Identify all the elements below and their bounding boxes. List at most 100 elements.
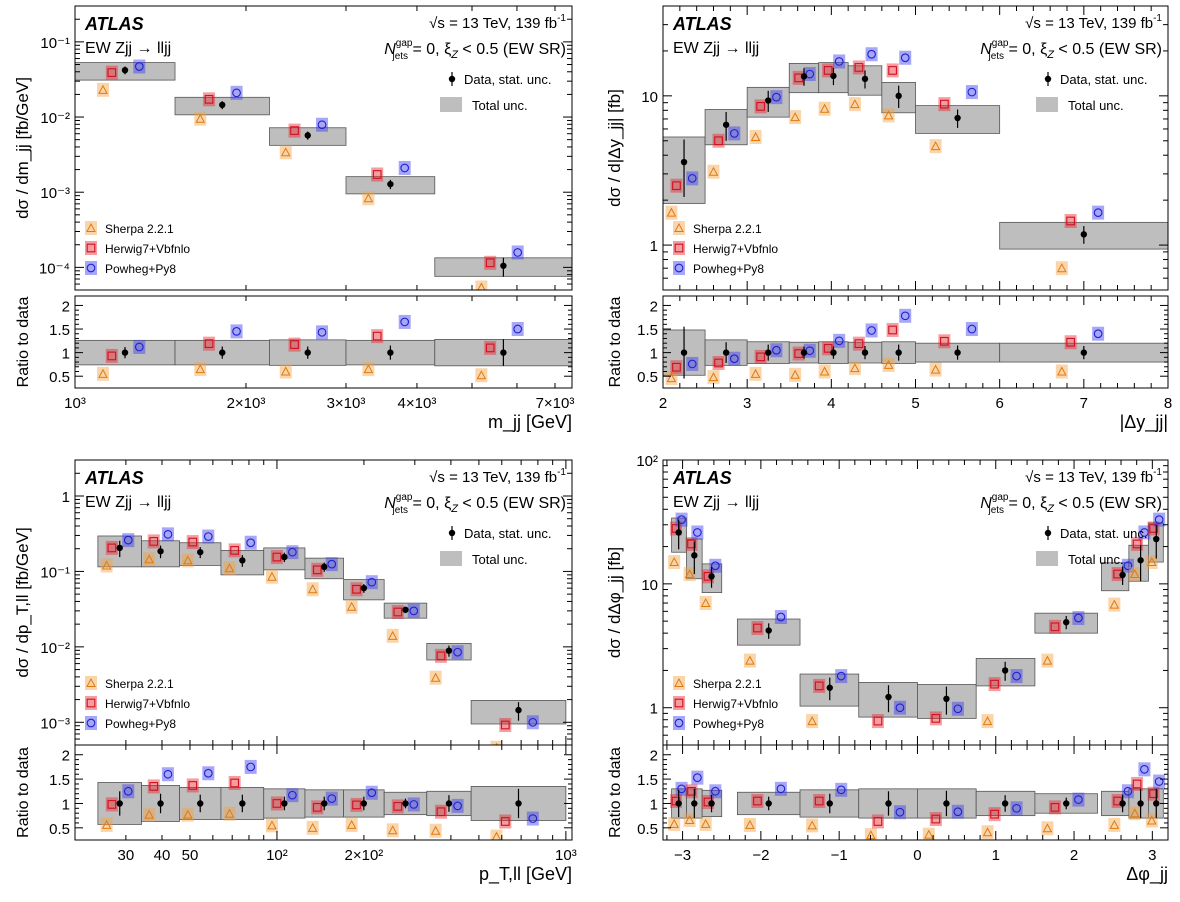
- y-tick-label: 10⁻²: [40, 640, 70, 657]
- y-tick-label: 10: [641, 89, 658, 106]
- sherpa-point: [362, 191, 375, 206]
- square-marker: [1149, 524, 1158, 533]
- triangle-marker: [700, 597, 711, 608]
- ratio-sherpa-point: [665, 371, 678, 386]
- square-marker: [204, 339, 214, 349]
- ratio-y-tick-label: 2: [650, 298, 658, 315]
- ratio-data-point: [722, 349, 730, 356]
- y-axis-main: 1 10 10²: [636, 453, 1168, 746]
- square-marker: [107, 543, 117, 553]
- ratio-data-point: [830, 349, 837, 356]
- powheg-band: [1138, 762, 1151, 777]
- triangle-marker: [387, 630, 398, 640]
- powheg-band: [1138, 525, 1151, 540]
- herwig-point: [988, 677, 1001, 692]
- square-marker: [230, 546, 239, 555]
- square-marker: [500, 817, 510, 826]
- ratio-powheg-point: [686, 356, 699, 371]
- square-marker: [1050, 803, 1060, 812]
- circle-marker: [367, 788, 377, 798]
- herwig-point: [434, 648, 447, 663]
- legend-data-marker: [448, 529, 456, 537]
- data-point: [675, 529, 682, 536]
- square-marker: [873, 716, 883, 726]
- powheg-band: [1092, 326, 1105, 341]
- ratio-powheg-point: [526, 811, 539, 826]
- square-marker: [1050, 622, 1060, 632]
- triangle-marker: [307, 584, 318, 594]
- sherpa-point: [1041, 653, 1054, 668]
- sherpa-point: [1128, 567, 1141, 582]
- square-marker: [107, 351, 117, 361]
- x-tick-label: 30: [118, 847, 135, 864]
- ratio-data-point: [691, 800, 698, 807]
- ratio-data-point: [515, 800, 522, 807]
- powheg-point: [893, 700, 906, 715]
- sherpa-point: [707, 164, 720, 179]
- legend-powheg-label: Powheg+Py8: [693, 717, 764, 731]
- powheg-band: [325, 791, 338, 806]
- circle-marker: [86, 263, 96, 273]
- circle-marker: [453, 647, 462, 657]
- x-tick-label: −3: [674, 847, 691, 864]
- sherpa-point: [97, 82, 110, 97]
- powheg-point: [122, 533, 135, 548]
- sherpa-point: [683, 567, 696, 582]
- herwig-point: [270, 550, 283, 565]
- legend-powheg-marker: [85, 261, 97, 275]
- square-marker: [873, 817, 883, 826]
- powheg-point: [1153, 512, 1166, 527]
- square-marker: [756, 352, 765, 362]
- ratio-y-tick-label: 0.5: [637, 369, 658, 386]
- ratio-data-point: [402, 800, 409, 807]
- powheg-band: [893, 700, 906, 715]
- sherpa-point: [265, 569, 278, 584]
- ratio-data-point: [1063, 800, 1070, 807]
- circle-marker: [1140, 528, 1149, 537]
- powheg-band: [893, 805, 906, 820]
- x-tick-label: 2×10³: [227, 395, 266, 412]
- ratio-herwig-point: [929, 812, 942, 827]
- powheg-point: [951, 701, 964, 716]
- herwig-point: [852, 60, 865, 75]
- circle-marker: [772, 92, 781, 102]
- legend-generators: Sherpa 2.2.1 Herwig7+Vbfnlo Powheg+Py8: [85, 676, 190, 731]
- triangle-marker: [674, 677, 684, 687]
- circle-marker: [967, 87, 977, 97]
- powheg-point: [244, 535, 257, 550]
- x-tick-label: 3×10³: [327, 395, 366, 412]
- ratio-y-axis-title: Ratio to data: [607, 747, 624, 838]
- data-point: [885, 693, 892, 701]
- ratio-herwig-point: [685, 784, 698, 799]
- ratio-data-point: [387, 349, 394, 356]
- square-marker: [674, 243, 684, 253]
- herwig-point: [670, 178, 683, 193]
- square-marker: [352, 800, 361, 810]
- square-marker: [86, 698, 96, 708]
- herwig-point: [371, 167, 384, 182]
- triangle-marker: [708, 372, 719, 382]
- sherpa-point: [100, 558, 113, 573]
- triangle-marker: [98, 84, 108, 94]
- triangle-marker: [925, 750, 933, 758]
- ratio-powheg-point: [951, 804, 964, 819]
- y-tick-label: 1: [650, 238, 658, 255]
- powheg-band: [365, 785, 378, 800]
- ratio-y-tick-label: 1: [650, 346, 658, 363]
- circle-marker: [834, 336, 844, 346]
- ratio-y-axis-title: Ratio to data: [15, 297, 32, 388]
- ratio-data-point: [680, 349, 688, 356]
- data-point: [387, 180, 394, 188]
- ratio-y-tick-label: 0.5: [637, 821, 658, 838]
- data-point: [197, 548, 204, 556]
- ratio-herwig-point: [886, 322, 899, 337]
- ratio-powheg-point: [1010, 801, 1023, 816]
- ratio-powheg-point: [365, 785, 378, 800]
- sherpa-point: [1145, 555, 1158, 570]
- circle-marker: [123, 535, 133, 545]
- triangle-marker: [182, 809, 193, 819]
- ratio-data-point: [219, 349, 226, 356]
- ratio-y-tick-label: 1: [62, 796, 70, 813]
- data-point: [830, 72, 837, 80]
- ratio-powheg-point: [244, 759, 257, 774]
